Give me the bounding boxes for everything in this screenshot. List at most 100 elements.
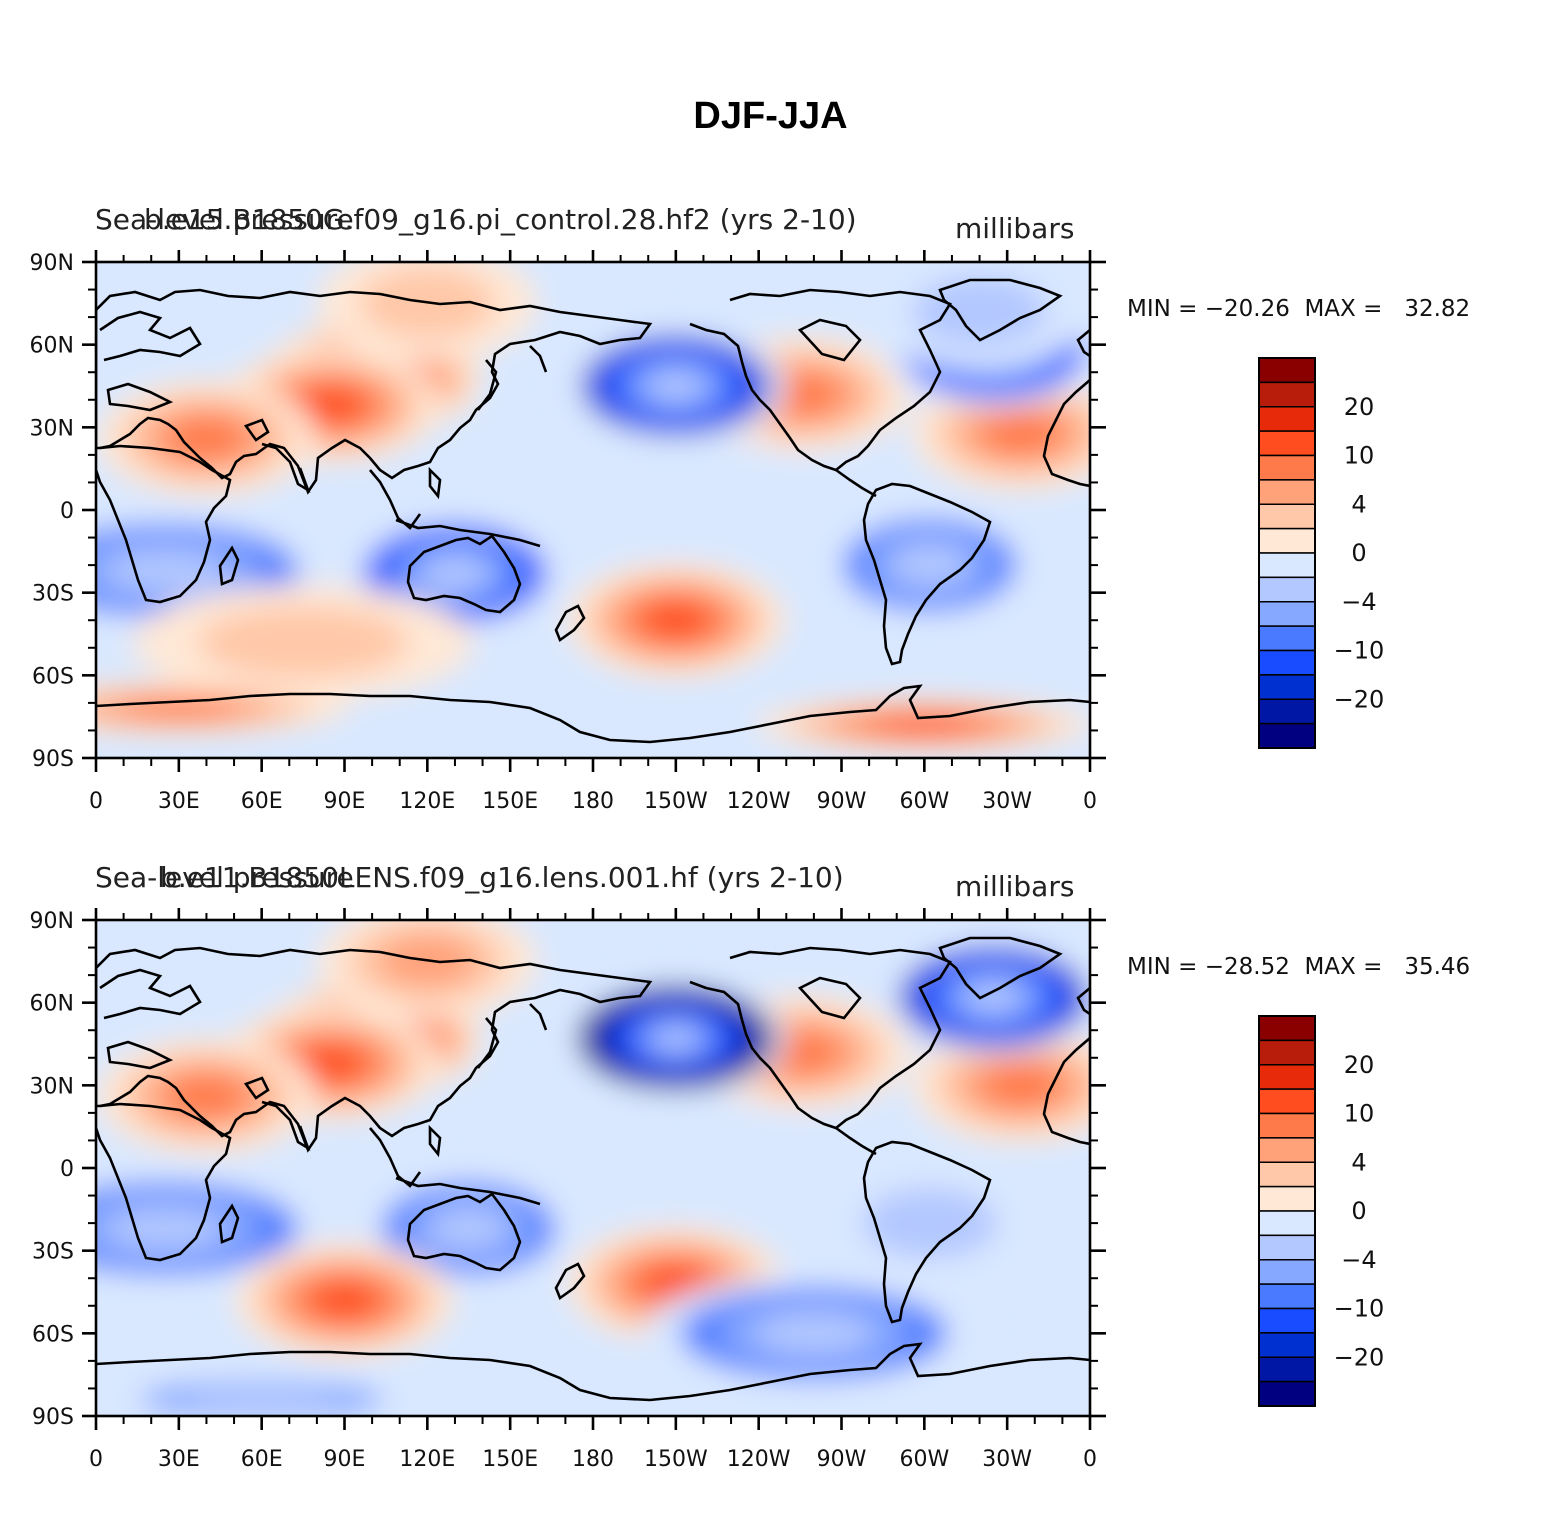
colorbar-label: −10	[1334, 637, 1385, 665]
lon-label: 0	[89, 1447, 103, 1472]
anomaly-tropics-level-0	[505, 1096, 846, 1213]
lon-label: 150E	[482, 789, 538, 814]
colorbar-label: 0	[1351, 539, 1366, 567]
lon-label: 0	[89, 789, 103, 814]
anomaly-azores-level-3	[982, 412, 1060, 454]
lon-label: 90E	[324, 1447, 366, 1472]
anomaly-south-america-level-1	[862, 1187, 998, 1259]
colorbar-box	[1258, 1259, 1316, 1285]
lat-label: 60N	[30, 334, 74, 359]
lat-label: 60S	[32, 664, 74, 689]
lon-label: 90E	[324, 789, 366, 814]
colorbar-label: 0	[1351, 1197, 1366, 1225]
anomaly-antarctica-level-2	[186, 1387, 338, 1412]
lon-label: 0	[1083, 1447, 1097, 1472]
map-panel-1: 90N 60N 30N 0 30S 60S 90S 0 30E 60E 90E 120E 150E 180…	[30, 908, 1385, 1472]
colorbar-box	[1258, 698, 1316, 725]
colorbar-label: 20	[1344, 1051, 1375, 1079]
lon-label: 30E	[158, 1447, 200, 1472]
colorbar-label: 20	[1344, 393, 1375, 421]
anomaly-south-pacific-level-4	[644, 1267, 708, 1301]
lon-label: 120W	[727, 1447, 791, 1472]
colorbar-label: −10	[1334, 1295, 1385, 1323]
lon-label: 60W	[899, 789, 949, 814]
anomaly-asia-level-4	[299, 1046, 363, 1080]
colorbar-box	[1258, 1356, 1316, 1383]
lat-label: 30S	[32, 582, 74, 607]
colorbar-box	[1258, 625, 1316, 652]
colorbar-0: 20 10 4 0 −4 −10 −20	[1258, 357, 1385, 749]
lon-label: 150W	[644, 789, 708, 814]
colorbar-label: 10	[1344, 442, 1375, 470]
lat-label: 0	[60, 1157, 74, 1182]
colorbar-box	[1258, 1088, 1316, 1115]
colorbar-box	[1258, 1137, 1316, 1163]
map-panel-0: 90N 60N 30N 0 30S 60S 90S 0 30E 60E 90E 120E 150E 180…	[30, 250, 1385, 814]
anomaly-arabia-sahara-level-3	[168, 1076, 245, 1117]
lon-label: 90W	[817, 1447, 867, 1472]
colorbar-box	[1258, 1283, 1316, 1310]
anomaly-greenland-level-1	[911, 275, 1048, 348]
anomaly-iceland-low-level-5	[966, 983, 1021, 1012]
anomaly-south-pacific-level-4	[644, 603, 708, 637]
panel-0-center-string: b.e15.B1850G.f09_g16.pi_control.28.hf2 (…	[144, 203, 857, 236]
lon-label: 30W	[982, 1447, 1032, 1472]
anomaly-south-america-level-3	[891, 544, 969, 586]
panel-0-units: millibars	[955, 212, 1075, 245]
colorbar-label: 4	[1351, 1148, 1366, 1176]
panel-0-left-string: Sea-level pressure	[95, 203, 354, 236]
colorbar-box	[1258, 1161, 1316, 1188]
colorbar-box	[1258, 1185, 1316, 1212]
anomaly-australia-level-3	[430, 1208, 508, 1249]
lon-label: 60W	[899, 1447, 949, 1472]
colorbar-box	[1258, 527, 1316, 554]
anomaly-south-indian-ocean-level-4	[313, 1283, 376, 1317]
colorbar-frame	[1258, 1015, 1316, 1407]
panel-1-min-max: MIN = −28.52 MAX = 35.46	[1127, 954, 1471, 980]
lon-label: 120E	[399, 1447, 455, 1472]
colorbar-1: 20 10 4 0 −4 −10 −20	[1258, 1015, 1385, 1407]
panel-1-left-string: Sea-level pressure	[95, 861, 354, 894]
colorbar-box	[1258, 674, 1316, 700]
colorbar-box	[1258, 1064, 1316, 1090]
colorbar-box	[1258, 357, 1316, 384]
colorbar-label: 4	[1351, 490, 1366, 518]
colorbar-box	[1258, 1234, 1316, 1261]
anomaly-aleutian-low-level-5	[649, 371, 703, 401]
colorbar-box	[1258, 1039, 1316, 1066]
lat-label: 30S	[32, 1240, 74, 1265]
lon-label: 150E	[482, 1447, 538, 1472]
lat-label: 90N	[30, 909, 74, 934]
colorbar-box	[1258, 1307, 1316, 1334]
colorbar-label: 10	[1344, 1100, 1375, 1128]
colorbar-box	[1258, 454, 1316, 481]
colorbar-box	[1258, 552, 1316, 579]
lon-label: 180	[572, 1447, 614, 1472]
lat-label: 90S	[32, 1405, 74, 1430]
colorbar-box	[1258, 1112, 1316, 1139]
anomaly-antarctica-level-4	[875, 717, 973, 733]
colorbar-label: −20	[1334, 685, 1385, 713]
colorbar-box	[1258, 503, 1316, 530]
colorbar-label: −4	[1341, 1246, 1376, 1274]
colorbar-box	[1258, 1210, 1316, 1237]
lon-label: 60E	[241, 1447, 283, 1472]
anomaly-asia-level-4	[299, 388, 363, 422]
panel-0-min-max: MIN = −20.26 MAX = 32.82	[1127, 296, 1471, 322]
lat-label: 30N	[30, 416, 74, 441]
lon-label: 150W	[644, 1447, 708, 1472]
colorbar-label: −4	[1341, 588, 1376, 616]
slp-anomaly-field	[96, 920, 1090, 1416]
anomaly-aleutian-low-level-7	[655, 1027, 697, 1050]
colorbar-box	[1258, 381, 1316, 408]
lon-label: 60E	[241, 789, 283, 814]
lon-label: 180	[572, 789, 614, 814]
lon-label: 0	[1083, 789, 1097, 814]
lat-label: 60N	[30, 992, 74, 1017]
lon-label: 120W	[727, 789, 791, 814]
lat-label: 60S	[32, 1322, 74, 1347]
lon-label: 120E	[399, 789, 455, 814]
lon-label: 30E	[158, 789, 200, 814]
lat-label: 0	[60, 499, 74, 524]
